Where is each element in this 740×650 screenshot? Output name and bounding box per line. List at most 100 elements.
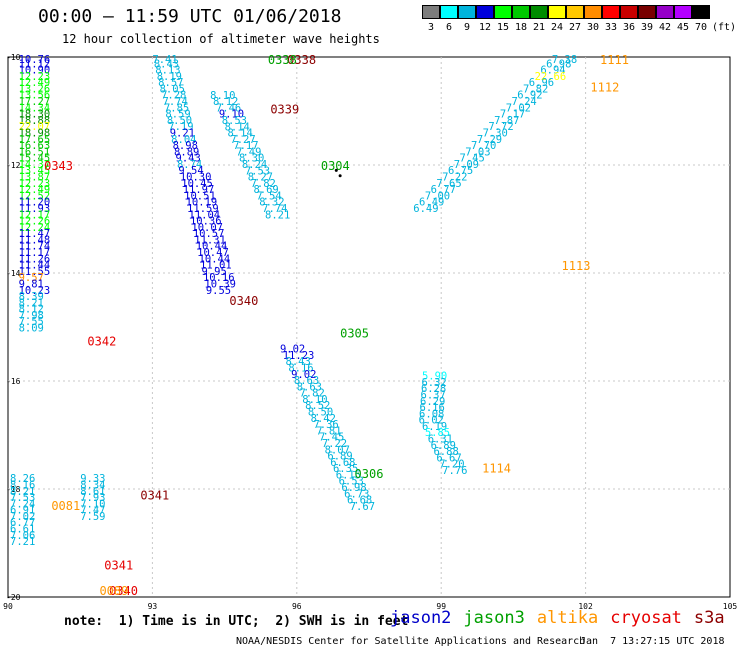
swh-value: 7.20 <box>439 459 464 471</box>
legend-label-30: 30 <box>586 22 600 33</box>
swh-value: 11.93 <box>19 203 51 215</box>
swh-value: 6.77 <box>10 517 35 529</box>
swh-value: 6.68 <box>347 495 372 507</box>
swh-value: 10.19 <box>186 197 218 209</box>
pass-time-label: 0338 <box>268 53 297 67</box>
swh-value: 7.74 <box>262 203 287 215</box>
swh-value: 6.77 <box>431 184 456 196</box>
swh-value: 8.34 <box>80 479 105 491</box>
swh-value: 8.21 <box>19 297 44 309</box>
swh-value: 7.85 <box>164 102 189 114</box>
swh-value: 7.46 <box>216 102 241 114</box>
swh-value: 7.47 <box>80 505 105 517</box>
swh-value: 8.59 <box>165 109 190 121</box>
legend-label-3: 3 <box>427 22 435 33</box>
x-tick-label: 99 <box>436 602 446 611</box>
swh-value: 12.49 <box>19 77 51 89</box>
swh-value: 7.81 <box>316 425 341 437</box>
swh-value: 8.12 <box>213 96 238 108</box>
swh-value: 5.90 <box>422 371 447 383</box>
swh-value: 6.49 <box>419 197 444 209</box>
swh-value: 6.89 <box>431 440 456 452</box>
swh-value: 7.30 <box>483 127 508 139</box>
swh-value: 6.91 <box>10 505 35 517</box>
swh-value: 6.94 <box>540 65 565 77</box>
swh-value: 8.32 <box>259 197 284 209</box>
swh-value: 10.36 <box>190 216 222 228</box>
swh-value: 7.41 <box>152 54 177 66</box>
legend-label-18: 18 <box>514 22 528 33</box>
legend-swatch-21 <box>530 5 548 19</box>
swh-value: 18.88 <box>19 115 51 127</box>
swh-value: 8.09 <box>19 323 44 335</box>
pass-time-label: 0304 <box>321 159 350 173</box>
swh-value: 6.19 <box>422 421 447 433</box>
swh-value: 8.14 <box>225 121 250 133</box>
swh-value: 11.47 <box>19 228 51 240</box>
swh-value: 7.10 <box>80 498 105 510</box>
swh-value: 10.30 <box>180 172 212 184</box>
swh-value: 7.19 <box>168 121 193 133</box>
page-title: 00:00 – 11:59 UTC 01/06/2018 <box>38 6 342 27</box>
swh-value: 11.23 <box>283 350 315 362</box>
pass-time-label: 0340 <box>109 584 138 598</box>
swh-value: 9.57 <box>19 272 44 284</box>
pass-time-label: 0306 <box>355 467 384 481</box>
legend-swatch-24 <box>548 5 566 19</box>
swh-value: 10.39 <box>204 278 236 290</box>
legend-label-70: 70 <box>694 22 708 33</box>
swh-value: 13.87 <box>19 172 51 184</box>
land-dot <box>334 168 338 172</box>
swh-value: 7.93 <box>80 492 105 504</box>
swh-value: 6.92 <box>517 90 542 102</box>
swh-value: 6.89 <box>327 451 352 463</box>
swh-value: 7.24 <box>511 96 536 108</box>
sat-legend-s3a: s3a <box>693 608 725 628</box>
swh-value: 6.28 <box>421 383 446 395</box>
swh-value: 8.63 <box>294 375 319 387</box>
swh-value: 10.44 <box>196 241 228 253</box>
swh-value: 7.06 <box>10 530 35 542</box>
pass-time-label: 0339 <box>270 102 299 116</box>
pass-time-label: 1112 <box>590 81 619 95</box>
swh-value: 8.12 <box>19 304 44 316</box>
swh-value: 11.48 <box>19 234 51 246</box>
swh-value: 7.02 <box>506 102 531 114</box>
legend-swatch-36 <box>620 5 638 19</box>
swh-value: 6.68 <box>330 457 355 469</box>
swh-value: 11.17 <box>19 247 51 259</box>
swh-value: 7.53 <box>245 165 270 177</box>
swh-value: 11.26 <box>19 253 51 265</box>
legend-label-33: 33 <box>604 22 618 33</box>
swh-value: 9.43 <box>176 153 201 165</box>
swh-value: 7.74 <box>163 96 188 108</box>
swh-value: 8.52 <box>305 400 330 412</box>
swh-value: 8.10 <box>302 394 327 406</box>
swh-value: 7.17 <box>500 109 525 121</box>
sat-legend-jason3: jason3 <box>463 608 525 628</box>
swh-value: 18.30 <box>19 109 51 121</box>
swh-value: 15.45 <box>19 153 51 165</box>
swh-value: 8.19 <box>157 71 182 83</box>
legend-swatch-12 <box>476 5 494 19</box>
swh-value: 9.55 <box>206 285 231 297</box>
swh-value: 7.87 <box>494 115 519 127</box>
swh-value: 8.13 <box>155 65 180 77</box>
swh-value: 16.63 <box>19 140 51 152</box>
legend-swatch-6 <box>440 5 458 19</box>
swh-value: 22.07 <box>19 121 51 133</box>
swh-value: 7.65 <box>436 178 461 190</box>
swh-value: 7.82 <box>251 178 276 190</box>
swh-value: 8.57 <box>158 77 183 89</box>
swh-value: 8.16 <box>10 479 35 491</box>
swh-value: 7.59 <box>80 511 105 523</box>
swh-value: 7.36 <box>313 419 338 431</box>
swh-value: 7.76 <box>442 465 467 477</box>
swh-value: 6.96 <box>529 77 554 89</box>
swh-value: 7.82 <box>299 388 324 400</box>
pass-time-label: 1114 <box>482 461 511 475</box>
swh-value: 6.15 <box>336 469 361 481</box>
legend-unit-label: (ft) <box>712 22 737 33</box>
swh-value: 10.47 <box>197 247 229 259</box>
